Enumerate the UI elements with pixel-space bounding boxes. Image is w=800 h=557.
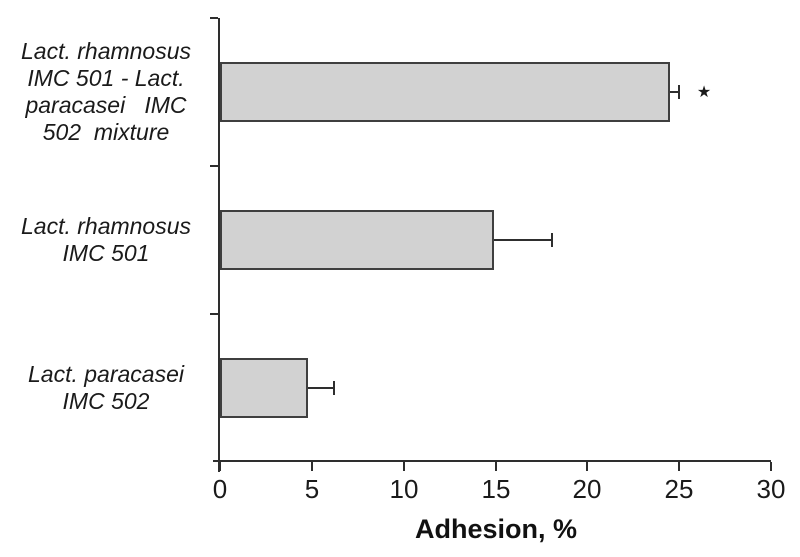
bar <box>220 62 670 122</box>
x-axis-line <box>213 460 771 462</box>
x-tick-label: 15 <box>481 474 511 504</box>
category-label: Lact. paracasei IMC 502 <box>28 361 184 414</box>
y-axis-line <box>218 18 220 472</box>
x-tick-label: 25 <box>664 474 694 504</box>
error-bar-line <box>670 91 679 93</box>
bar <box>220 210 494 270</box>
error-bar-cap <box>333 381 335 395</box>
x-axis-title: Adhesion, % <box>414 514 577 544</box>
x-axis-tick <box>770 462 772 471</box>
error-bar-line <box>308 387 334 389</box>
x-axis-tick <box>311 462 313 471</box>
y-axis-tick <box>210 165 218 167</box>
x-axis-tick <box>586 462 588 471</box>
x-axis-tick <box>403 462 405 471</box>
x-tick-label: 0 <box>212 474 228 504</box>
x-axis-tick <box>678 462 680 471</box>
x-tick-label: 30 <box>756 474 786 504</box>
category-label: Lact. rhamnosus IMC 501 - Lact. paracase… <box>20 38 192 145</box>
x-axis-tick <box>495 462 497 471</box>
y-axis-tick <box>210 313 218 315</box>
x-tick-label: 20 <box>572 474 602 504</box>
category-label: Lact. rhamnosus IMC 501 <box>20 213 192 266</box>
error-bar-cap <box>678 85 680 99</box>
significance-star: ★ <box>696 84 712 101</box>
bar <box>220 358 308 418</box>
error-bar-line <box>494 239 552 241</box>
error-bar-cap <box>551 233 553 247</box>
x-axis-tick <box>219 462 221 471</box>
x-tick-label: 5 <box>304 474 320 504</box>
x-tick-label: 10 <box>389 474 419 504</box>
y-axis-tick <box>210 17 218 19</box>
